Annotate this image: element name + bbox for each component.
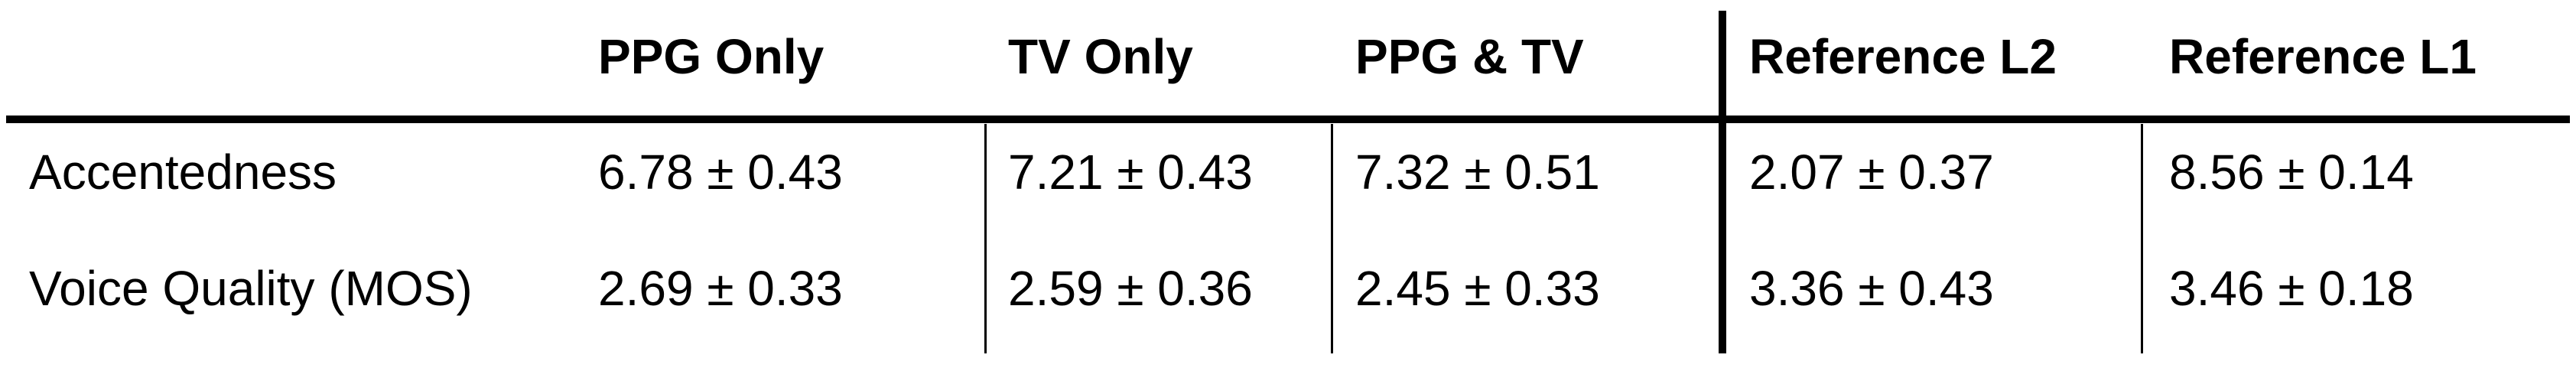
table-cell: 6.78 ± 0.43 xyxy=(598,145,843,200)
column-divider xyxy=(1331,124,1333,353)
column-divider xyxy=(2141,124,2143,353)
table-cell: 2.59 ± 0.36 xyxy=(1008,261,1253,316)
table-cell: 7.32 ± 0.51 xyxy=(1355,145,1600,200)
column-divider xyxy=(984,124,987,353)
table-cell: 2.45 ± 0.33 xyxy=(1355,261,1600,316)
table-cell: 3.36 ± 0.43 xyxy=(1749,261,1994,316)
table-cell: 2.69 ± 0.33 xyxy=(598,261,843,316)
table-cell: 8.56 ± 0.14 xyxy=(2169,145,2414,200)
column-header-reference-l2: Reference L2 xyxy=(1749,29,2057,84)
column-header-reference-l1: Reference L1 xyxy=(2169,29,2477,84)
reference-divider xyxy=(1719,11,1726,353)
table-cell: 3.46 ± 0.18 xyxy=(2169,261,2414,316)
table-cell: 7.21 ± 0.43 xyxy=(1008,145,1253,200)
column-header-ppg-and-tv: PPG & TV xyxy=(1355,29,1584,84)
table-cell: 2.07 ± 0.37 xyxy=(1749,145,1994,200)
row-label-accentedness: Accentedness xyxy=(29,145,337,200)
row-label-voice-quality: Voice Quality (MOS) xyxy=(29,261,473,316)
column-header-tv-only: TV Only xyxy=(1008,29,1193,84)
header-rule xyxy=(6,116,2570,123)
column-header-ppg-only: PPG Only xyxy=(598,29,825,84)
